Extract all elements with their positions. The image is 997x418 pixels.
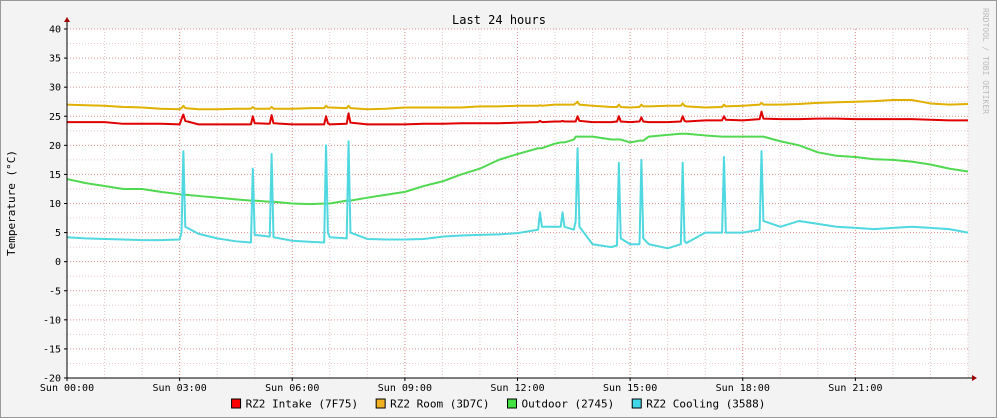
y-tick-label: 35 — [49, 54, 61, 65]
legend: RZ2 Intake (7F75) RZ2 Room (3D7C) Outdoor … — [231, 398, 765, 411]
x-tick-label: Sun 12:00 — [490, 383, 544, 394]
legend-label: RZ2 Intake (7F75) — [246, 398, 359, 411]
y-tick-label: -15 — [43, 344, 61, 355]
legend-label: RZ2 Cooling (3588) — [646, 398, 765, 411]
legend-swatch — [375, 398, 386, 409]
y-tick-label: 20 — [49, 141, 61, 152]
x-tick-label: Sun 09:00 — [378, 383, 432, 394]
axis-arrow — [64, 17, 70, 22]
series-line — [66, 98, 969, 111]
series-line — [66, 140, 969, 250]
y-tick-label: 30 — [49, 83, 61, 94]
y-tick-label: 10 — [49, 199, 61, 210]
x-tick-label: Sun 03:00 — [153, 383, 207, 394]
y-tick-label: 0 — [55, 257, 61, 268]
y-axis-label: Temperature (°C) — [5, 150, 18, 256]
y-tick-label: 40 — [49, 25, 61, 36]
legend-item: RZ2 Room (3D7C) — [375, 398, 490, 411]
legend-label: RZ2 Room (3D7C) — [390, 398, 489, 411]
series-line — [67, 110, 968, 126]
x-tick-label: Sun 06:00 — [265, 383, 319, 394]
series-lines — [66, 98, 969, 250]
legend-item: Outdoor (2745) — [507, 398, 615, 411]
y-tick-label: -5 — [49, 286, 61, 297]
legend-item: RZ2 Intake (7F75) — [231, 398, 359, 411]
legend-swatch — [231, 398, 242, 409]
watermark: RRDTOOL / TOBI OETIKER — [981, 8, 990, 114]
x-tick-label: Sun 18:00 — [716, 383, 770, 394]
grid — [66, 28, 969, 379]
axes: -20 -15 -10 -5 0 5 10 15 20 25 30 35 40 Sun 00:00 Sun … — [40, 17, 977, 394]
y-tick-label: 5 — [55, 228, 61, 239]
x-tick-label: Sun 00:00 — [40, 383, 94, 394]
legend-swatch — [507, 398, 517, 409]
x-tick-label: Sun 15:00 — [603, 383, 657, 394]
y-tick-label: -10 — [43, 315, 61, 326]
y-tick-label: -20 — [43, 374, 61, 385]
y-tick-label: 25 — [49, 112, 61, 123]
legend-item: RZ2 Cooling (3588) — [631, 398, 765, 411]
axis-arrow — [972, 375, 977, 381]
legend-swatch — [631, 398, 642, 409]
legend-label: Outdoor (2745) — [522, 398, 615, 411]
chart-title: Last 24 hours — [452, 13, 546, 27]
x-tick-label: Sun 21:00 — [828, 383, 882, 394]
y-tick-label: 15 — [49, 170, 61, 181]
